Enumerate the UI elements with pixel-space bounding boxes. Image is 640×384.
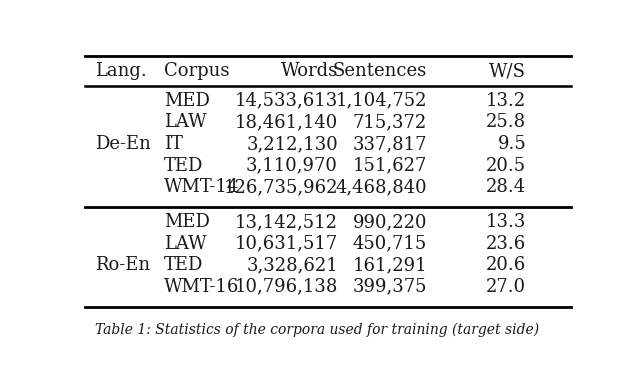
Text: 337,817: 337,817 — [353, 135, 428, 153]
Text: 23.6: 23.6 — [486, 235, 527, 253]
Text: WMT-14: WMT-14 — [164, 178, 239, 196]
Text: TED: TED — [164, 256, 204, 274]
Text: 13.2: 13.2 — [486, 92, 527, 110]
Text: 20.5: 20.5 — [486, 157, 527, 175]
Text: MED: MED — [164, 92, 210, 110]
Text: 9.5: 9.5 — [498, 135, 527, 153]
Text: MED: MED — [164, 213, 210, 231]
Text: W/S: W/S — [490, 62, 527, 80]
Text: 13,142,512: 13,142,512 — [235, 213, 338, 231]
Text: TED: TED — [164, 157, 204, 175]
Text: 20.6: 20.6 — [486, 256, 527, 274]
Text: 151,627: 151,627 — [353, 157, 428, 175]
Text: 126,735,962: 126,735,962 — [223, 178, 338, 196]
Text: 3,328,621: 3,328,621 — [246, 256, 338, 274]
Text: 4,468,840: 4,468,840 — [335, 178, 428, 196]
Text: IT: IT — [164, 135, 183, 153]
Text: LAW: LAW — [164, 113, 207, 131]
Text: LAW: LAW — [164, 235, 207, 253]
Text: De-En: De-En — [95, 135, 151, 153]
Text: 10,631,517: 10,631,517 — [235, 235, 338, 253]
Text: Sentences: Sentences — [333, 62, 428, 80]
Text: 10,796,138: 10,796,138 — [234, 278, 338, 296]
Text: Table 1: Statistics of the corpora used for training (target side): Table 1: Statistics of the corpora used … — [95, 323, 539, 337]
Text: 13.3: 13.3 — [486, 213, 527, 231]
Text: 1,104,752: 1,104,752 — [336, 92, 428, 110]
Text: 14,533,613: 14,533,613 — [235, 92, 338, 110]
Text: 450,715: 450,715 — [353, 235, 428, 253]
Text: 3,212,130: 3,212,130 — [246, 135, 338, 153]
Text: 990,220: 990,220 — [353, 213, 428, 231]
Text: Words: Words — [281, 62, 338, 80]
Text: 18,461,140: 18,461,140 — [235, 113, 338, 131]
Text: 27.0: 27.0 — [486, 278, 527, 296]
Text: Lang.: Lang. — [95, 62, 147, 80]
Text: Corpus: Corpus — [164, 62, 230, 80]
Text: Ro-En: Ro-En — [95, 256, 150, 274]
Text: 715,372: 715,372 — [353, 113, 428, 131]
Text: WMT-16: WMT-16 — [164, 278, 240, 296]
Text: 28.4: 28.4 — [486, 178, 527, 196]
Text: 3,110,970: 3,110,970 — [246, 157, 338, 175]
Text: 161,291: 161,291 — [353, 256, 428, 274]
Text: 399,375: 399,375 — [353, 278, 428, 296]
Text: 25.8: 25.8 — [486, 113, 527, 131]
